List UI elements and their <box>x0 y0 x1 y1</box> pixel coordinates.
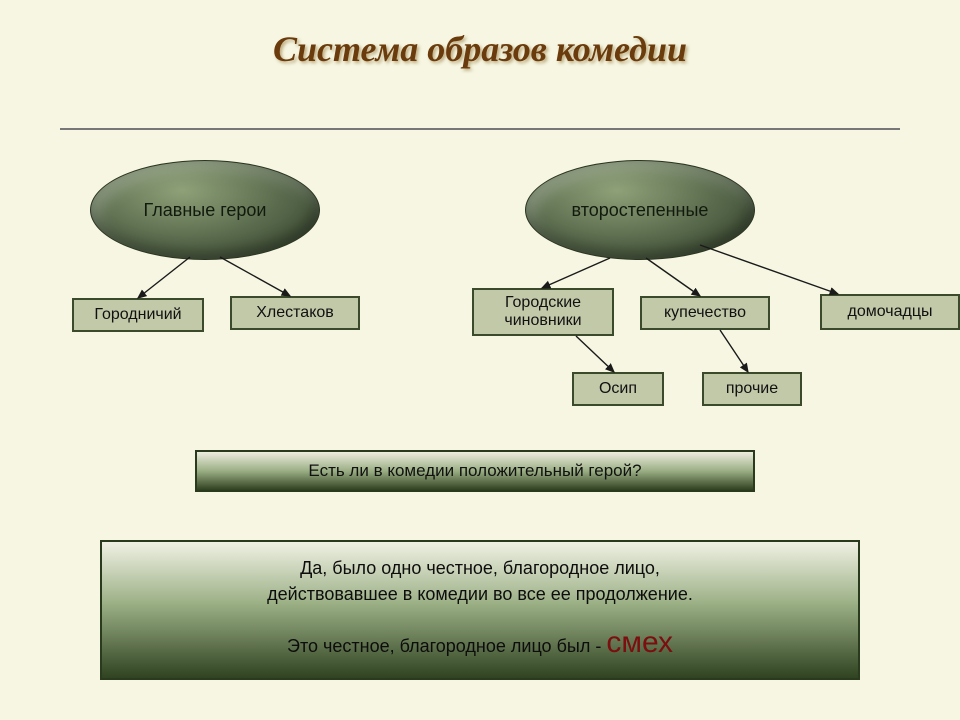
divider-line <box>60 128 900 130</box>
answer-line3: Это честное, благородное лицо был - смех <box>287 621 673 665</box>
ellipse-main-heroes-label: Главные герои <box>144 200 267 221</box>
box-city-officials-label: Городские чиновники <box>478 294 608 329</box>
ellipse-secondary: второстепенные <box>525 160 755 260</box>
box-gorodnichiy: Городничий <box>72 298 204 332</box>
ellipse-main-heroes: Главные герои <box>90 160 320 260</box>
box-household: домочадцы <box>820 294 960 330</box>
slide-title: Система образов комедии <box>0 0 960 70</box>
answer-bar: Да, было одно честное, благородное лицо,… <box>100 540 860 680</box>
box-khlestakov-label: Хлестаков <box>256 304 334 322</box>
answer-line1: Да, было одно честное, благородное лицо, <box>300 555 660 581</box>
box-gorodnichiy-label: Городничий <box>94 306 181 324</box>
question-text: Есть ли в комедии положительный герой? <box>308 461 641 481</box>
question-bar: Есть ли в комедии положительный герой? <box>195 450 755 492</box>
box-merchants-label: купечество <box>664 304 746 322</box>
answer-line3-emph: смех <box>606 626 673 659</box>
ellipse-secondary-label: второстепенные <box>572 200 709 221</box>
box-khlestakov: Хлестаков <box>230 296 360 330</box>
box-others: прочие <box>702 372 802 406</box>
box-merchants: купечество <box>640 296 770 330</box>
box-others-label: прочие <box>726 380 778 398</box>
box-osip: Осип <box>572 372 664 406</box>
box-city-officials: Городские чиновники <box>472 288 614 336</box>
box-osip-label: Осип <box>599 380 637 398</box>
answer-line3-prefix: Это честное, благородное лицо был - <box>287 636 606 656</box>
box-household-label: домочадцы <box>847 303 932 321</box>
answer-line2: действовавшее в комедии во все ее продол… <box>267 581 693 607</box>
